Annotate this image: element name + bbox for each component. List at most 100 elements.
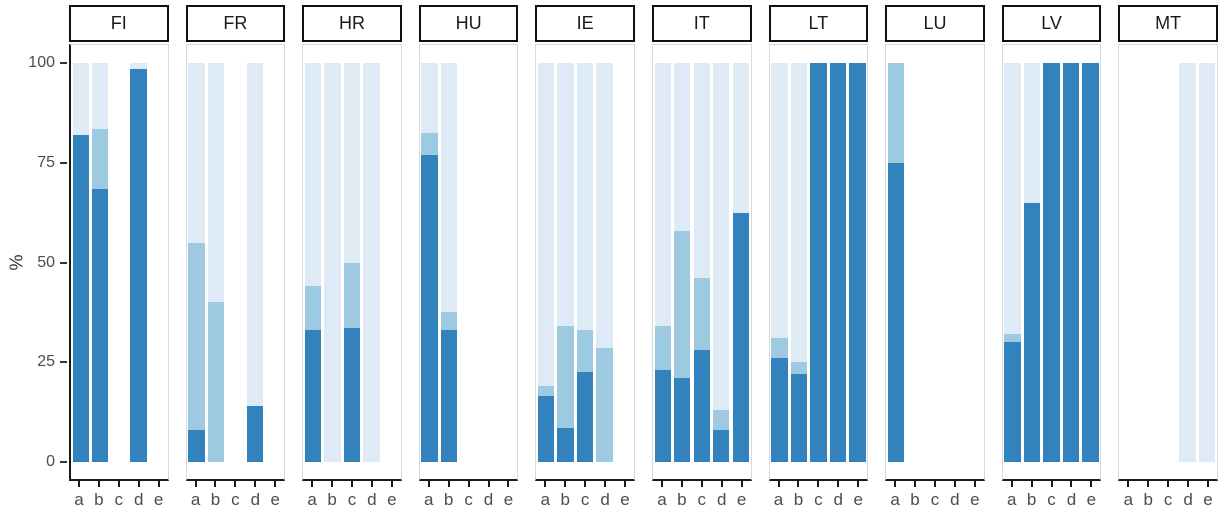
stacked-bar-e	[1198, 63, 1216, 462]
bar-segment-dark	[440, 330, 458, 462]
bar-slot-e	[148, 63, 167, 462]
x-axis-ticks	[769, 481, 869, 488]
bar-slot-d	[245, 63, 265, 462]
x-tick-mark	[97, 481, 100, 487]
x-tick-mark	[1206, 481, 1209, 487]
y-tick-label: 0	[46, 453, 55, 470]
y-tick-mark	[60, 361, 67, 364]
facet-plot-area	[885, 44, 985, 481]
facet-strip-label: LV	[1041, 13, 1062, 33]
bar-segment-dark	[576, 372, 594, 462]
x-tick-slot-d	[1062, 481, 1082, 488]
bar-slots	[187, 63, 285, 462]
bar-slot-c	[1042, 63, 1062, 462]
x-tick-label-e: e	[387, 490, 397, 509]
x-tick-slot-d	[828, 481, 848, 488]
x-tick-label-b: b	[210, 490, 221, 509]
x-tick-slot-b	[788, 481, 808, 488]
bar-segment-mid	[674, 230, 691, 379]
stacked-bar-b	[674, 63, 691, 462]
bar-segment-mid	[421, 132, 438, 155]
bar-slots	[653, 63, 751, 462]
x-tick-label-e: e	[503, 490, 514, 509]
bar-segment-dark	[537, 396, 555, 462]
facet-plot-area	[535, 44, 635, 481]
stacked-bar-a	[188, 63, 205, 462]
x-tick-label-d: d	[250, 490, 261, 509]
bar-segment-mid	[304, 286, 322, 331]
x-tick-slot-d	[129, 481, 149, 488]
bar-segment-mid	[596, 348, 613, 462]
x-tick-slot-d	[1178, 481, 1198, 488]
x-tick-mark	[1070, 481, 1073, 487]
x-tick-mark	[214, 481, 217, 487]
bar-segment-light	[537, 63, 555, 387]
facet-panel-lv: LV a b c d e	[1001, 5, 1102, 521]
bar-segment-light	[91, 63, 109, 129]
facet-panel-fi: FI a b c d e	[69, 5, 169, 521]
x-tick-mark	[933, 481, 936, 487]
x-tick-slot-c	[1158, 481, 1178, 488]
x-tick-mark	[77, 481, 80, 487]
bar-slots	[303, 63, 401, 462]
stacked-bar-c	[343, 63, 361, 462]
bar-segment-dark	[304, 330, 322, 462]
facet-panel-lt: LT a b c d e	[768, 5, 869, 521]
x-tick-mark	[894, 481, 897, 487]
bar-slot-b	[439, 63, 459, 462]
bar-segment-dark	[421, 154, 438, 462]
x-tick-mark	[624, 481, 627, 487]
bar-segment-light	[304, 63, 322, 287]
x-tick-slot-d	[479, 481, 499, 488]
stacked-bar-a	[304, 63, 322, 462]
bar-segment-light	[654, 63, 671, 327]
bar-slot-b	[906, 63, 926, 462]
bar-slots	[770, 63, 868, 462]
bar-segment-light	[713, 63, 730, 411]
bar-slots	[1003, 63, 1101, 462]
bar-segment-dark	[887, 162, 905, 462]
bar-slot-d	[362, 63, 382, 462]
x-tick-mark	[234, 481, 237, 487]
bar-segment-light	[207, 63, 225, 303]
bar-slot-b	[789, 63, 809, 462]
bar-slot-a	[187, 63, 207, 462]
bar-slot-a	[653, 63, 673, 462]
bar-segment-mid	[557, 326, 574, 429]
bar-segment-light	[421, 63, 438, 133]
x-tick-mark	[544, 481, 547, 487]
x-tick-label-a: a	[1123, 490, 1134, 509]
bar-slot-a	[886, 63, 906, 462]
bar-slot-e	[848, 63, 868, 462]
stacked-bar-d	[363, 63, 380, 462]
facet-plot-area	[1001, 44, 1102, 481]
facet-strip: FI	[69, 5, 169, 42]
stacked-bar-c	[693, 63, 710, 462]
facet-plot-area	[1118, 44, 1218, 481]
facet-plot-area	[185, 44, 286, 481]
x-tick-mark	[1090, 481, 1093, 487]
x-tick-label-c: c	[580, 490, 590, 509]
bar-segment-light	[576, 63, 594, 331]
bar-segment-light	[246, 63, 264, 407]
x-tick-slot-d	[362, 481, 382, 488]
x-tick-label-d: d	[367, 490, 377, 509]
x-tick-label-c: c	[347, 490, 357, 509]
x-tick-mark	[1127, 481, 1130, 487]
x-tick-slot-e	[615, 481, 635, 488]
bar-segment-light	[188, 63, 205, 243]
x-tick-slot-a	[535, 481, 555, 488]
facet-strip-label: LU	[923, 13, 947, 33]
x-tick-mark	[390, 481, 393, 487]
stacked-bar-d	[1179, 63, 1196, 462]
facet-strip: LT	[768, 5, 869, 42]
bar-slot-a	[303, 63, 323, 462]
x-axis-ticks	[885, 481, 985, 488]
bar-segment-mid	[771, 338, 788, 359]
facet-plot-area	[302, 44, 402, 481]
stacked-bar-b	[557, 63, 574, 462]
x-tick-label-b: b	[1143, 490, 1153, 509]
bar-slot-b	[672, 63, 692, 462]
facet-strip-label: HU	[455, 13, 482, 33]
